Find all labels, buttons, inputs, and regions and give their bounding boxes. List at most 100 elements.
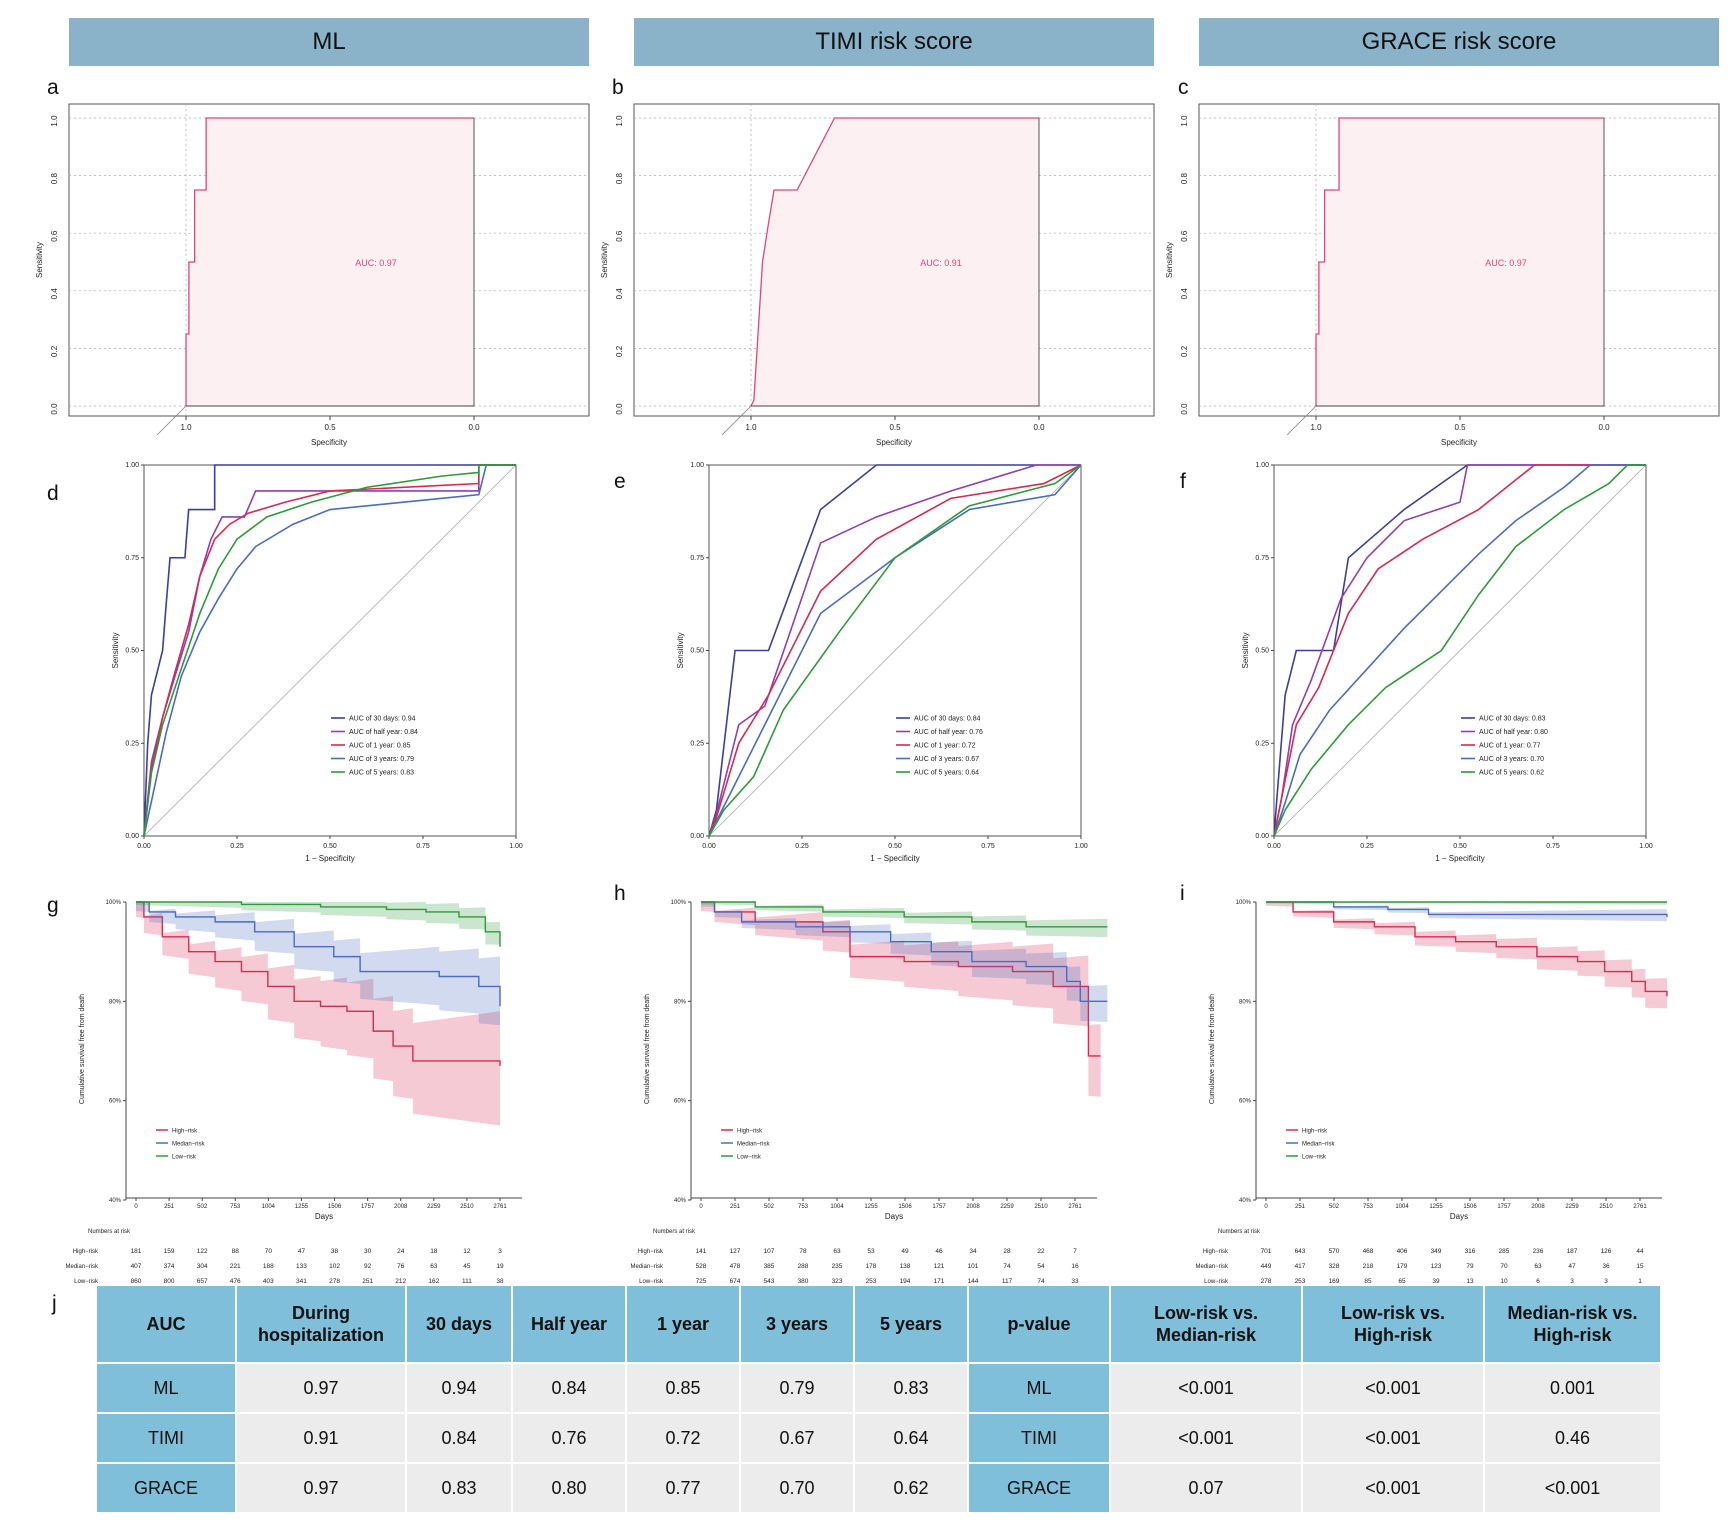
risk-count: 102	[329, 1263, 340, 1270]
risk-count: 178	[866, 1263, 877, 1270]
risk-count: 288	[798, 1263, 809, 1270]
confidence-band	[701, 902, 1108, 938]
table-cell: 0.80	[513, 1464, 625, 1512]
table-cell: 0.94	[407, 1364, 511, 1412]
x-tick-label: 1255	[1429, 1204, 1443, 1210]
reference-diagonal	[143, 464, 517, 837]
x-tick-label: 251	[730, 1204, 741, 1210]
risk-row-label: Median−risk	[65, 1264, 99, 1270]
reference-diagonal	[708, 464, 1082, 837]
x-tick-label: 0.00	[702, 843, 716, 850]
risk-count: 7	[1073, 1248, 1077, 1255]
table-cell: 0.84	[513, 1364, 625, 1412]
x-tick-label: 0.50	[1453, 843, 1467, 850]
risk-count: 78	[799, 1248, 807, 1255]
risk-count: 6	[1536, 1278, 1540, 1285]
risk-count: 253	[866, 1278, 877, 1285]
table-cell: 0.97	[237, 1364, 405, 1412]
x-tick-label: 2008	[1531, 1204, 1545, 1210]
y-tick-label: 80%	[674, 999, 687, 1005]
risk-count: 235	[832, 1263, 843, 1270]
y-tick-label: 1.0	[50, 115, 59, 127]
x-tick-label: 1.0	[745, 423, 757, 432]
row-header: GRACE	[969, 1464, 1109, 1512]
row-header: ML	[969, 1364, 1109, 1412]
risk-count: 122	[197, 1248, 208, 1255]
risk-count: 141	[696, 1248, 707, 1255]
roc-series-line	[143, 464, 516, 837]
risk-count: 12	[463, 1248, 471, 1255]
numbers-at-risk-label: Numbers at risk	[88, 1229, 131, 1235]
panel-label-i: i	[1180, 882, 1185, 905]
auc-annotation: AUC: 0.97	[355, 258, 397, 268]
legend-label: AUC of 3 years: 0.79	[349, 756, 414, 763]
table-cell: 0.83	[407, 1464, 511, 1512]
risk-count: 278	[1261, 1278, 1272, 1285]
y-tick-label: 0.4	[615, 288, 624, 300]
risk-count: 33	[1071, 1278, 1079, 1285]
risk-count: 70	[1500, 1263, 1508, 1270]
risk-count: 144	[968, 1278, 979, 1285]
y-tick-label: 0.2	[50, 345, 59, 357]
x-tick-label: 1004	[830, 1204, 844, 1210]
x-tick-label: 2259	[427, 1204, 441, 1210]
y-tick-label: 0.6	[1180, 230, 1189, 242]
col-header: Low-risk vs. High-risk	[1303, 1286, 1483, 1362]
legend-label: AUC of 1 year: 0.72	[914, 743, 976, 750]
risk-count: 403	[263, 1278, 274, 1285]
risk-count: 36	[1602, 1263, 1610, 1270]
risk-row-label: Median−risk	[1195, 1264, 1229, 1270]
y-tick-label: 0.6	[615, 230, 624, 242]
x-axis-label: Specificity	[311, 438, 347, 447]
risk-row-label: High−risk	[73, 1249, 99, 1255]
y-tick-label: 40%	[1239, 1198, 1252, 1204]
risk-count: 19	[496, 1263, 504, 1270]
y-tick-label: 0.00	[1255, 833, 1269, 840]
risk-count: 79	[1466, 1263, 1474, 1270]
survival-curve	[136, 901, 501, 947]
x-tick-label: 0	[699, 1204, 703, 1210]
auc-area	[751, 118, 1039, 406]
risk-count: 30	[364, 1248, 372, 1255]
risk-count: 169	[1329, 1278, 1340, 1285]
risk-count: 304	[197, 1263, 208, 1270]
risk-count: 46	[935, 1248, 943, 1255]
risk-row-label: High−risk	[638, 1249, 664, 1255]
roc-series-line	[708, 464, 1082, 837]
legend-label: Median−risk	[1302, 1142, 1336, 1148]
risk-count: 92	[364, 1263, 372, 1270]
x-tick-label: 251	[1295, 1204, 1306, 1210]
x-tick-label: 0.00	[1267, 843, 1281, 850]
y-axis-label: Sensitivity	[600, 242, 609, 278]
risk-count: 543	[764, 1278, 775, 1285]
y-tick-label: 0.50	[125, 648, 139, 655]
y-tick-label: 100%	[1236, 900, 1252, 906]
table-cell: 0.46	[1485, 1414, 1660, 1462]
col-header: p-value	[969, 1286, 1109, 1362]
risk-count: 328	[1329, 1263, 1340, 1270]
table-row: ML 0.97 0.94 0.84 0.85 0.79 0.83 ML <0.0…	[97, 1364, 1660, 1412]
row-header: TIMI	[97, 1414, 235, 1462]
risk-count: 341	[296, 1278, 307, 1285]
risk-count: 38	[331, 1248, 339, 1255]
table-cell: <0.001	[1111, 1364, 1301, 1412]
confidence-band	[701, 902, 1101, 1097]
x-tick-label: 1.0	[180, 423, 192, 432]
row-header: TIMI	[969, 1414, 1109, 1462]
legend-label: AUC of 30 days: 0.94	[349, 716, 416, 723]
confidence-band	[701, 902, 1108, 1022]
risk-count: 417	[1295, 1263, 1306, 1270]
x-tick-label: 2761	[1068, 1204, 1082, 1210]
x-tick-label: 0.50	[888, 843, 902, 850]
survival-curve	[701, 901, 1101, 1057]
y-tick-label: 80%	[109, 999, 122, 1005]
table-cell: 0.64	[855, 1414, 967, 1462]
y-axis-label: Cumulative survival free from death	[1209, 994, 1216, 1104]
risk-count: 53	[867, 1248, 875, 1255]
table-cell: <0.001	[1303, 1464, 1483, 1512]
risk-count: 221	[230, 1263, 241, 1270]
risk-count: 63	[1534, 1263, 1542, 1270]
y-tick-label: 40%	[674, 1198, 687, 1204]
y-tick-label: 1.00	[1255, 462, 1269, 469]
col-header: 3 years	[741, 1286, 853, 1362]
